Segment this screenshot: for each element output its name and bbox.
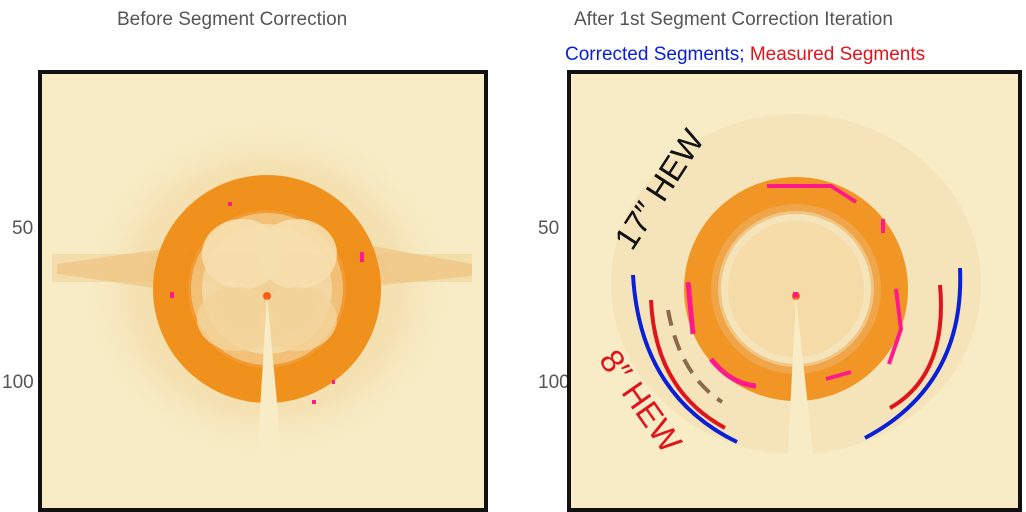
left-panel-title: Before Segment Correction bbox=[117, 9, 348, 30]
legend-separator: ; bbox=[739, 44, 745, 65]
legend-measured: Measured Segments bbox=[749, 44, 926, 65]
right-image-panel bbox=[567, 70, 1022, 512]
shadow-wedge bbox=[254, 296, 287, 508]
left-image-panel bbox=[38, 70, 488, 512]
left-y-tick-50: 50 bbox=[12, 218, 34, 239]
segment-legend: Corrected Segments; Measured Segments bbox=[565, 44, 925, 66]
left-y-tick-100: 100 bbox=[2, 372, 34, 393]
left-psf-image bbox=[42, 74, 484, 508]
shadow-wedge bbox=[785, 296, 819, 508]
right-y-tick-100: 100 bbox=[538, 372, 570, 393]
halo bbox=[77, 114, 457, 464]
legend-corrected: Corrected Segments bbox=[565, 44, 740, 65]
right-psf-image bbox=[571, 74, 1018, 508]
right-panel-title: After 1st Segment Correction Iteration bbox=[574, 9, 893, 30]
right-y-tick-50: 50 bbox=[538, 218, 560, 239]
